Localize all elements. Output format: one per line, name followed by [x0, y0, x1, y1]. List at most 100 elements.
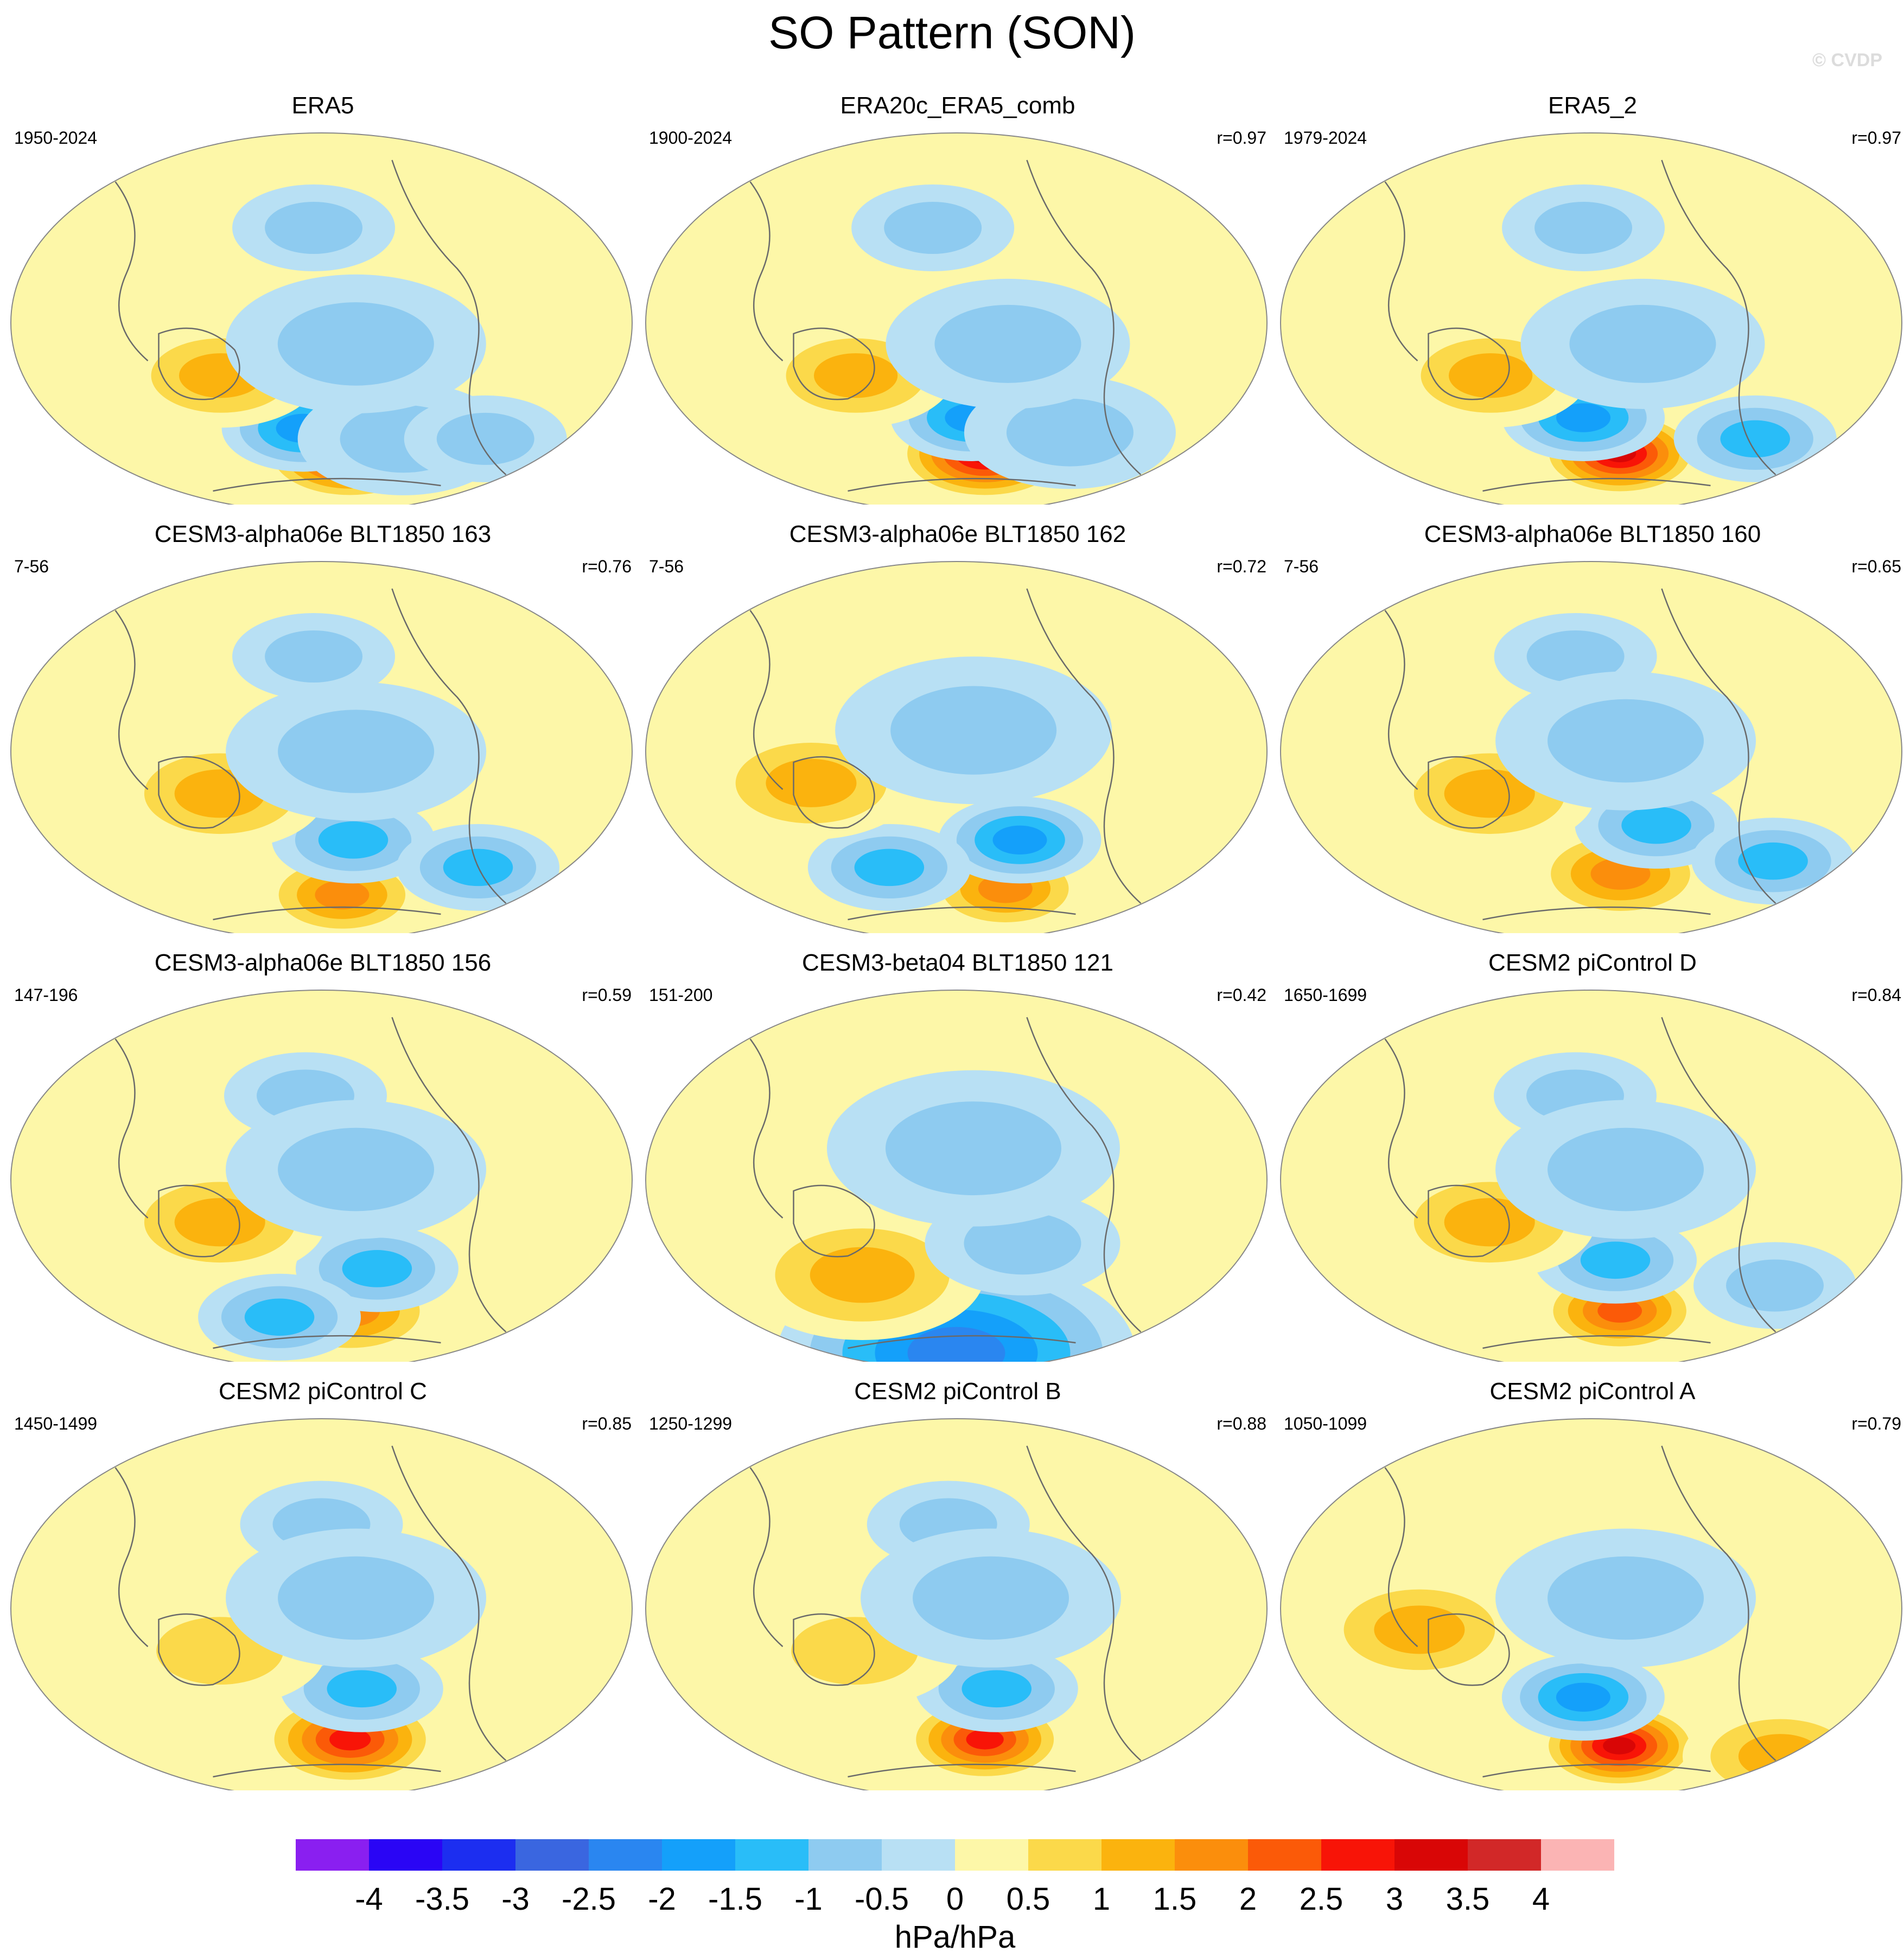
- global-map: [645, 1418, 1268, 1790]
- coastline: [793, 1613, 875, 1686]
- coastline: [848, 906, 1076, 921]
- panel-title: CESM3-alpha06e BLT1850 156: [154, 949, 492, 976]
- colorbar-tick-label: -1.5: [708, 1882, 762, 1917]
- colorbar-swatch: [296, 1839, 369, 1871]
- map-panel: CESM3-beta04 BLT1850 121 151-200 r=0.42: [640, 949, 1275, 1362]
- coastline: [213, 1335, 441, 1349]
- colorbar-tick-label: 0: [946, 1882, 964, 1917]
- map-border: [645, 990, 1268, 1362]
- panel-correlation: r=0.84: [1851, 985, 1901, 1005]
- panel-period: 1050-1099: [1284, 1414, 1367, 1433]
- contour-region: [436, 412, 534, 465]
- colorbar-tick-label: 3: [1386, 1882, 1403, 1917]
- contour-region: [1444, 769, 1535, 818]
- contour-region: [1580, 1241, 1651, 1279]
- panel-correlation: r=0.97: [1217, 128, 1266, 148]
- coastline: [1384, 1467, 1418, 1647]
- coastline: [848, 1763, 1076, 1778]
- global-map: [1280, 990, 1902, 1362]
- coastline: [793, 1184, 875, 1258]
- map-panel: CESM3-alpha06e BLT1850 163 7-56 r=0.76: [5, 521, 640, 933]
- coastline: [1428, 1613, 1510, 1686]
- map-border: [1280, 132, 1902, 505]
- coastline: [1428, 327, 1510, 400]
- colorbar-swatch: [1394, 1839, 1468, 1871]
- panel-correlation: r=0.79: [1851, 1414, 1901, 1433]
- coastline: [1026, 160, 1142, 475]
- colorbar-swatch: [1175, 1839, 1248, 1871]
- contour-region: [766, 758, 857, 807]
- contour-region: [1548, 699, 1704, 783]
- coastline: [848, 477, 1076, 492]
- coastline: [1661, 160, 1776, 475]
- map-panel: CESM2 piControl B 1250-1299 r=0.88: [640, 1378, 1275, 1790]
- panel-correlation: r=0.72: [1217, 557, 1266, 576]
- contour-region: [278, 1556, 435, 1640]
- colorbar-tick-label: -3: [501, 1882, 530, 1917]
- contour-region: [810, 1247, 915, 1303]
- contour-region: [992, 825, 1047, 854]
- map-border: [645, 561, 1268, 933]
- colorbar-swatch: [808, 1839, 882, 1871]
- colorbar-swatch: [515, 1839, 589, 1871]
- colorbar-tick-label: 2.5: [1300, 1882, 1343, 1917]
- panel-title: CESM2 piControl C: [219, 1378, 427, 1405]
- map-panel: CESM3-alpha06e BLT1850 162 7-56 r=0.72: [640, 521, 1275, 933]
- coastline: [1482, 477, 1711, 492]
- map-border: [645, 1418, 1268, 1790]
- contour-region: [1569, 304, 1716, 383]
- colorbar-tick-label: -0.5: [855, 1882, 909, 1917]
- coastline: [749, 1038, 784, 1219]
- map-panel: CESM3-alpha06e BLT1850 156 147-196 r=0.59: [5, 949, 640, 1362]
- contour-region: [813, 353, 898, 398]
- contour-region: [890, 686, 1057, 775]
- panel-correlation: r=0.76: [582, 557, 632, 576]
- contour-region: [1526, 630, 1625, 683]
- panel-title: CESM2 piControl B: [854, 1378, 1061, 1405]
- contour-region: [1534, 202, 1633, 254]
- coastline: [391, 160, 507, 475]
- colorbar-swatch: [1468, 1839, 1541, 1871]
- map-border: [1280, 990, 1902, 1362]
- coastline: [114, 610, 149, 790]
- contour-region: [265, 630, 363, 683]
- colorbar-swatch: [662, 1839, 735, 1871]
- global-map: [1280, 132, 1902, 505]
- colorbar-swatch: [589, 1839, 662, 1871]
- coastline: [1026, 588, 1142, 904]
- coastline: [1661, 588, 1776, 904]
- colorbar-tick-label: 0.5: [1007, 1882, 1050, 1917]
- colorbar-swatch: [735, 1839, 808, 1871]
- coastline: [1026, 1445, 1142, 1761]
- panel-correlation: r=0.85: [582, 1414, 632, 1433]
- coastline: [1661, 1445, 1776, 1761]
- chart-title: SO Pattern (SON): [768, 7, 1136, 58]
- coastline: [158, 756, 240, 829]
- contour-region: [265, 202, 363, 254]
- colorbar-swatch: [1248, 1839, 1321, 1871]
- contour-region: [964, 1212, 1081, 1275]
- map-border: [645, 132, 1268, 505]
- coastline: [391, 588, 507, 904]
- colorbar-tick-label: 1: [1093, 1882, 1110, 1917]
- panel-period: 7-56: [649, 557, 684, 576]
- map-border: [10, 1418, 633, 1790]
- global-map: [1280, 1418, 1902, 1790]
- global-map: [645, 561, 1268, 933]
- coastline: [749, 610, 784, 790]
- contour-region: [1548, 1127, 1704, 1211]
- map-panel: ERA20c_ERA5_comb 1900-2024 r=0.97: [640, 92, 1275, 505]
- coastline: [391, 1445, 507, 1761]
- contour-region: [1556, 403, 1611, 432]
- colorbar-tick-label: -3.5: [415, 1882, 469, 1917]
- contour-region: [1603, 1737, 1636, 1755]
- contour-region: [913, 1556, 1069, 1640]
- contour-region: [854, 849, 925, 886]
- contour-region: [315, 880, 370, 910]
- coastline: [114, 1467, 149, 1647]
- colorbar-swatch: [442, 1839, 515, 1871]
- coastline: [158, 1613, 240, 1686]
- colorbar-tick-label: -1: [794, 1882, 823, 1917]
- panel-title: ERA20c_ERA5_comb: [840, 92, 1075, 119]
